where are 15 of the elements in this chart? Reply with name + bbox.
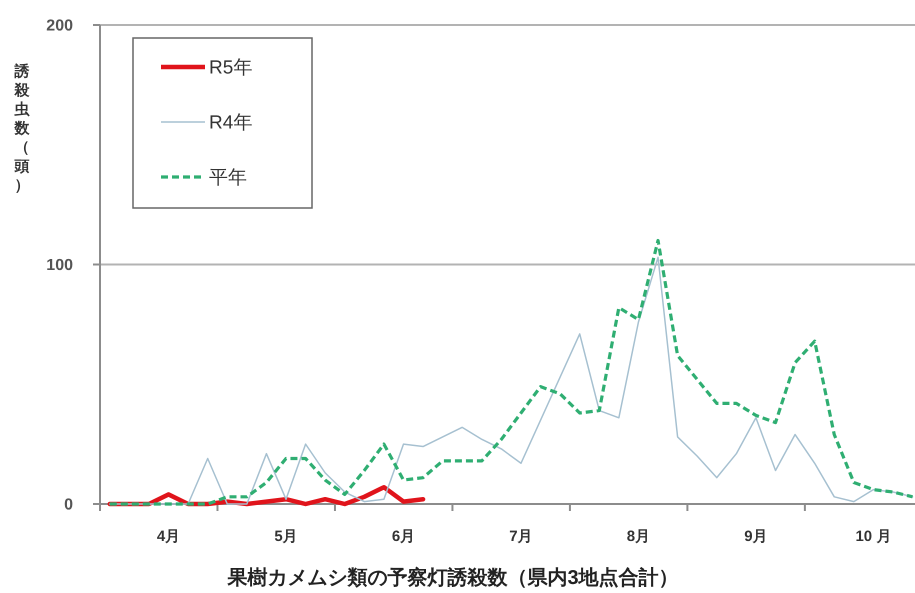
text: 果樹カメムシ類の予察灯誘殺数（県内3地点合計） [226, 566, 679, 589]
x-tick-label: 10 月 [855, 528, 892, 545]
y-tick-label: 100 [46, 257, 74, 274]
x-tick-label: 9月 [744, 528, 768, 545]
y-tick-label: 200 [46, 18, 74, 35]
legend-label: R4年 [209, 112, 252, 134]
legend-label: 平年 [209, 168, 247, 189]
x-tick-label: 6月 [392, 528, 416, 545]
legend-label: R5年 [209, 58, 252, 79]
x-tick-label: 8月 [626, 528, 650, 545]
x-tick-label: 7月 [509, 528, 533, 545]
y-tick-label: 0 [64, 496, 74, 514]
x-tick-label: 4月 [156, 528, 180, 545]
x-tick-label: 5月 [274, 528, 298, 545]
y-axis-title: 誘殺虫数（頭） [14, 63, 30, 194]
